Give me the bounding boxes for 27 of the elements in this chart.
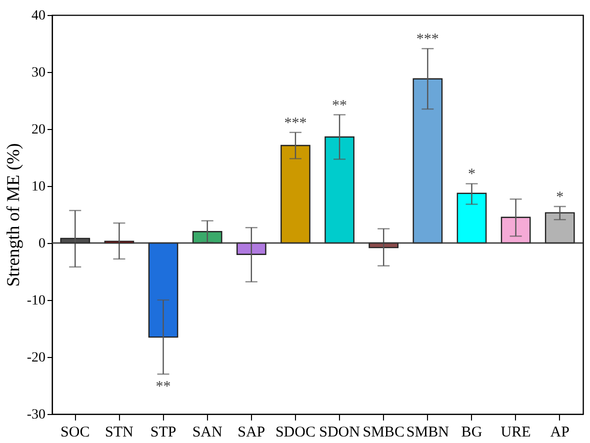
x-tick-label: SDON xyxy=(319,424,360,440)
annotation: *** xyxy=(284,115,307,132)
y-tick-label: 10 xyxy=(32,180,46,194)
x-tick-label: URE xyxy=(500,424,531,440)
annotation: * xyxy=(468,166,476,183)
annotation: *** xyxy=(416,32,439,48)
x-tick-label: SMBC xyxy=(362,424,404,440)
annotation: * xyxy=(556,190,564,206)
x-tick-label: SMBN xyxy=(406,424,450,440)
y-tick-label: 0 xyxy=(38,236,46,252)
x-tick-label: BG xyxy=(461,424,482,440)
x-tick-label: AP xyxy=(550,424,570,440)
x-tick-label: SAN xyxy=(192,424,222,440)
x-tick-label: STN xyxy=(105,424,134,440)
annotation: ** xyxy=(332,98,348,114)
x-tick-label: SOC xyxy=(60,424,90,440)
y-axis-title: Strength of ME (%) xyxy=(2,143,23,287)
x-tick-label: SAP xyxy=(238,424,266,440)
y-tick-label: -20 xyxy=(26,350,46,366)
y-tick-label: -10 xyxy=(26,294,46,308)
y-tick-label: 40 xyxy=(32,8,46,24)
y-tick-label: 20 xyxy=(32,122,46,138)
y-tick-label: 30 xyxy=(32,66,46,80)
annotation: ** xyxy=(156,379,171,396)
x-tick-label: SDOC xyxy=(275,424,316,440)
y-tick-label: -30 xyxy=(26,408,46,422)
x-tick-label: STP xyxy=(150,424,176,440)
